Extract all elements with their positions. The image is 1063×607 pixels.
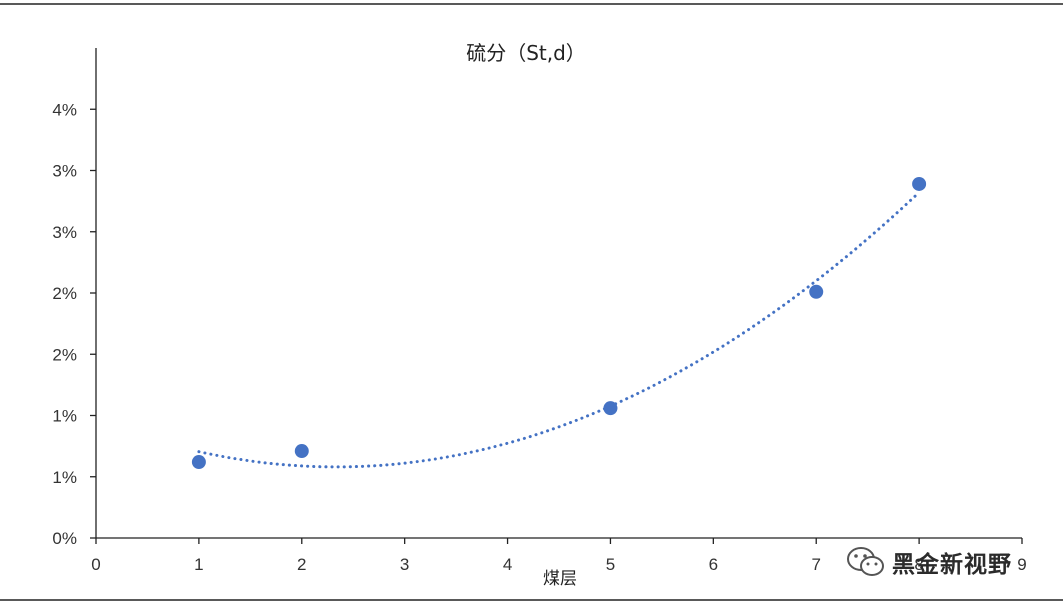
tick-labels: 0% 1% 1% 2% 2% 3% 3% 4% 0 1 2 3 4 5 6 7 8 9 xyxy=(52,100,1026,574)
x-tick-label: 9 xyxy=(1017,555,1026,574)
data-points xyxy=(191,176,927,470)
wechat-icon xyxy=(847,547,884,576)
y-tick-label: 0% xyxy=(52,529,77,548)
x-tick-label: 6 xyxy=(709,555,718,574)
y-tick-label: 2% xyxy=(52,345,77,364)
y-tick-label: 3% xyxy=(52,223,77,242)
x-tick-label: 8 xyxy=(914,555,923,574)
x-tick-label: 7 xyxy=(811,555,820,574)
watermark: 黑金新视野 xyxy=(846,540,1012,584)
chart-title: 硫分（St,d） xyxy=(466,41,586,65)
x-tick-label: 1 xyxy=(194,555,203,574)
data-point xyxy=(912,176,927,191)
trendline xyxy=(197,190,921,469)
axes xyxy=(90,48,1023,544)
x-tick-label: 4 xyxy=(503,555,512,574)
data-point xyxy=(294,444,309,459)
y-tick-label: 2% xyxy=(52,284,77,303)
x-tick-label: 2 xyxy=(297,555,306,574)
data-point xyxy=(603,401,618,416)
y-tick-label: 1% xyxy=(52,468,77,487)
x-tick-label: 3 xyxy=(400,555,409,574)
x-tick-label: 0 xyxy=(91,555,100,574)
data-point xyxy=(191,455,206,470)
y-tick-label: 3% xyxy=(52,162,77,181)
x-tick-label: 5 xyxy=(606,555,615,574)
data-point xyxy=(809,284,824,299)
x-axis-title: 煤层 xyxy=(543,569,577,589)
y-tick-label: 4% xyxy=(52,100,77,119)
y-tick-label: 1% xyxy=(52,407,77,426)
watermark-text: 黑金新视野 xyxy=(892,552,1012,578)
